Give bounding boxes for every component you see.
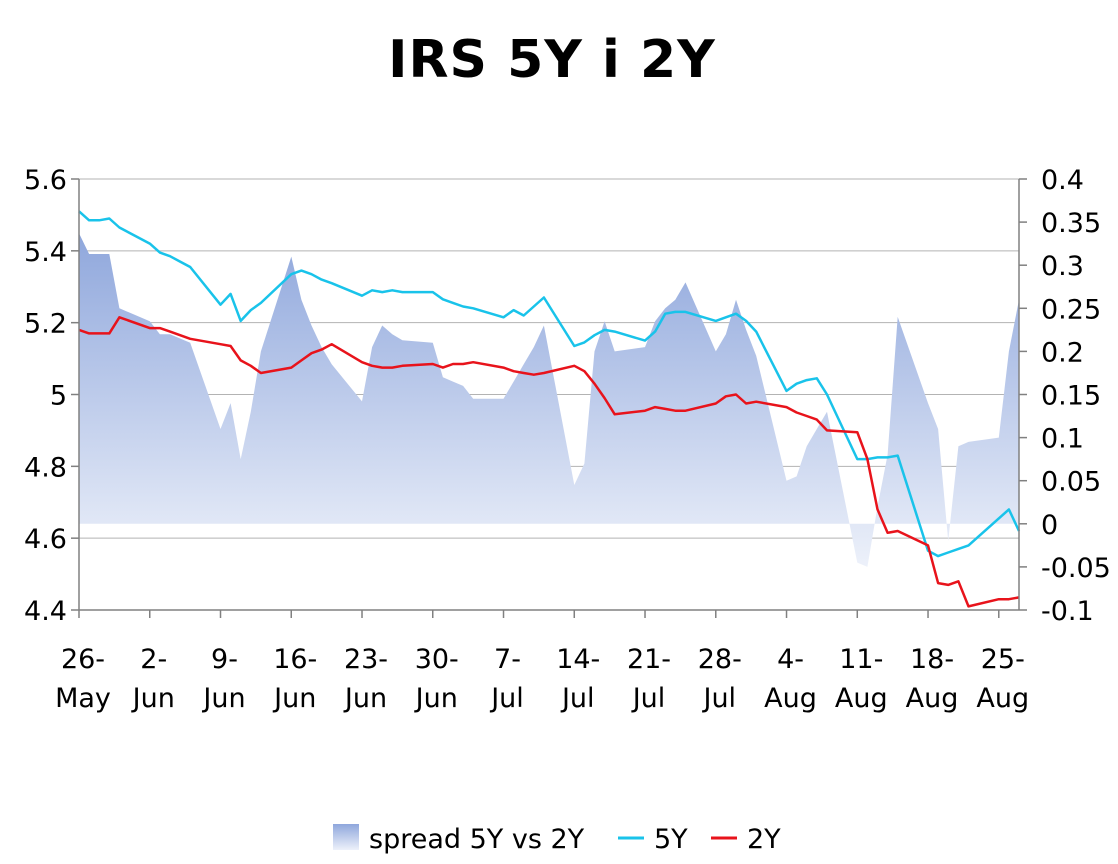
x-tick-label-day: 4- <box>777 644 804 675</box>
x-tick-label-month: Jul <box>560 683 595 714</box>
x-tick-label-day: 11- <box>839 644 883 675</box>
right-tick-label: 0 <box>1041 510 1058 541</box>
right-tick-label: 0.15 <box>1041 381 1101 412</box>
legend: spread 5Y vs 2Y 5Y 2Y <box>333 824 781 855</box>
x-tick-label-day: 2- <box>140 644 167 675</box>
right-tick-label: 0.05 <box>1041 467 1101 498</box>
x-tick-label-day: 28- <box>698 644 742 675</box>
x-tick-label-day: 9- <box>211 644 238 675</box>
x-tick-label-day: 14- <box>556 644 600 675</box>
right-tick-label: 0.2 <box>1041 337 1084 368</box>
right-tick-label: 0.35 <box>1041 208 1101 239</box>
x-tick-label-day: 18- <box>910 644 954 675</box>
x-tick-label-month: Jun <box>272 683 316 714</box>
x-tick-label-day: 26- <box>61 644 105 675</box>
x-tick-label-month: Aug <box>764 683 817 714</box>
right-tick-label: 0.25 <box>1041 294 1101 325</box>
x-tick-label-day: 30- <box>415 644 459 675</box>
left-tick-label: 4.8 <box>24 452 67 483</box>
x-tick-label-month: May <box>55 683 111 714</box>
left-tick-label: 5.4 <box>24 237 67 268</box>
x-tick-label-month: Aug <box>835 683 888 714</box>
x-tick-label-day: 16- <box>273 644 317 675</box>
x-tick-label-month: Aug <box>906 683 959 714</box>
x-tick-label-day: 25- <box>981 644 1025 675</box>
x-tick-label-month: Jun <box>131 683 175 714</box>
right-tick-label: -0.1 <box>1041 596 1094 627</box>
spread-area <box>79 233 1019 567</box>
x-tick-label-month: Aug <box>976 683 1029 714</box>
series-line-5y <box>78 210 1021 558</box>
series-line-2y <box>78 316 1020 608</box>
x-tick-label-month: Jul <box>489 683 524 714</box>
x-tick-label-day: 21- <box>627 644 671 675</box>
legend-label: 2Y <box>747 824 781 855</box>
x-tick-label-day: 7- <box>494 644 521 675</box>
legend-swatch-spread <box>333 824 359 850</box>
left-tick-label: 5 <box>50 381 67 412</box>
left-tick-label: 5.6 <box>24 165 67 196</box>
axes: 4.4 4.6 4.8 5 5.2 5.4 5.6 -0.1 -0.05 0 0.05 0.1 0.15… <box>24 165 1111 714</box>
series-lines-layer <box>78 210 1021 608</box>
x-tick-label-day: 23- <box>344 644 388 675</box>
legend-label: spread 5Y vs 2Y <box>369 824 585 855</box>
legend-label: 5Y <box>654 824 688 855</box>
spread-area-layer <box>79 233 1019 567</box>
x-tick-label-month: Jul <box>701 683 736 714</box>
x-tick-label-month: Jun <box>201 683 245 714</box>
x-tick-label-month: Jul <box>631 683 666 714</box>
right-tick-label: 0.3 <box>1041 251 1084 282</box>
x-tick-label-month: Jun <box>343 683 387 714</box>
left-tick-label: 5.2 <box>24 309 67 340</box>
right-tick-label: -0.05 <box>1041 553 1111 584</box>
left-tick-label: 4.4 <box>24 596 67 627</box>
right-tick-label: 0.4 <box>1041 165 1084 196</box>
chart-title: IRS 5Y i 2Y <box>388 30 716 90</box>
x-tick-label-month: Jun <box>414 683 458 714</box>
left-tick-label: 4.6 <box>24 524 67 555</box>
right-tick-label: 0.1 <box>1041 424 1084 455</box>
